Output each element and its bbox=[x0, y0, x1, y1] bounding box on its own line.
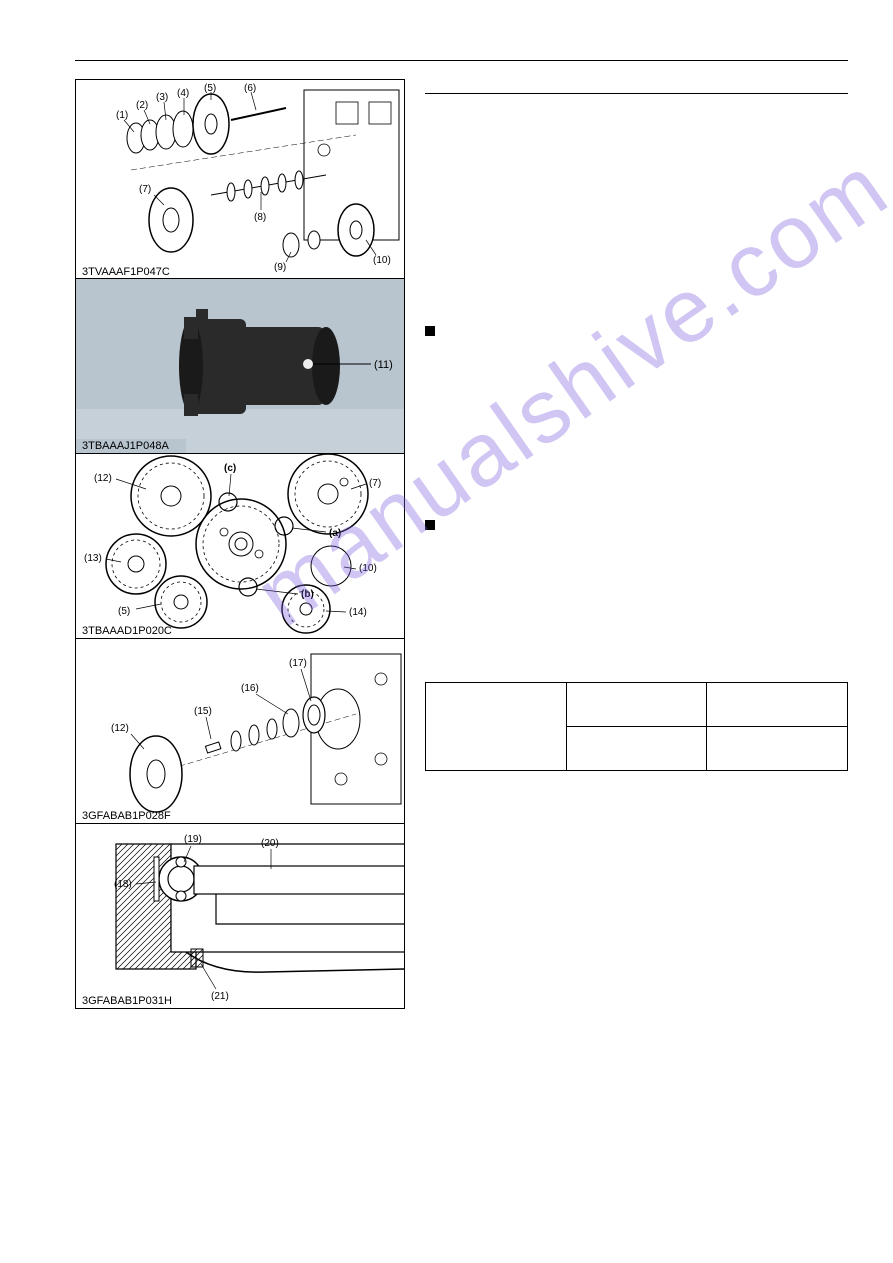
figure-3: (12) (13) (5) (7) (10) (14) (a) (b) (c) … bbox=[75, 454, 405, 639]
fig3-label-12: (12) bbox=[94, 473, 112, 484]
fig3-label-b: (b) bbox=[301, 589, 314, 600]
fig3-label-7: (7) bbox=[369, 478, 381, 489]
fig5-label-18: (18) bbox=[114, 879, 132, 890]
figure-2-svg: (11) 3TBAAAJ1P048A bbox=[76, 279, 405, 454]
spec-table-cell bbox=[707, 727, 848, 771]
figure-4: (12) (15) (16) (17) 3GFABAB1P028F bbox=[75, 639, 405, 824]
fig3-label-5: (5) bbox=[118, 606, 130, 617]
fig3-label-a: (a) bbox=[329, 528, 341, 539]
figure-4-svg: (12) (15) (16) (17) 3GFABAB1P028F bbox=[76, 639, 405, 824]
fig4-code: 3GFABAB1P028F bbox=[82, 810, 171, 822]
figure-1: (1) (2) (3) (4) (5) (6) (7) (8) (9) (10)… bbox=[75, 79, 405, 279]
figure-1-svg: (1) (2) (3) (4) (5) (6) (7) (8) (9) (10)… bbox=[76, 80, 405, 279]
spec-table-cell bbox=[566, 683, 707, 727]
figure-3-svg: (12) (13) (5) (7) (10) (14) (a) (b) (c) … bbox=[76, 454, 405, 639]
fig1-label-6: (6) bbox=[244, 83, 256, 94]
figure-2: (11) 3TBAAAJ1P048A bbox=[75, 279, 405, 454]
fig3-label-14: (14) bbox=[349, 607, 367, 618]
header-rule bbox=[75, 60, 848, 61]
text-column bbox=[425, 79, 848, 1009]
fig1-label-4: (4) bbox=[177, 88, 189, 99]
page-container: manualshive.com bbox=[0, 0, 893, 1049]
figure-5-svg: (18) (19) (20) (21) 3GFABAB1P031H bbox=[76, 824, 405, 1009]
fig5-code: 3GFABAB1P031H bbox=[82, 995, 172, 1007]
fig1-label-5: (5) bbox=[204, 83, 216, 94]
fig1-code: 3TVAAAF1P047C bbox=[82, 266, 170, 278]
fig1-label-2: (2) bbox=[136, 100, 148, 111]
square-bullet-icon bbox=[425, 520, 435, 530]
fig2-label-11: (11) bbox=[374, 359, 393, 371]
fig4-label-16: (16) bbox=[241, 683, 259, 694]
fig1-label-10: (10) bbox=[373, 255, 391, 266]
spec-table-label-cell bbox=[426, 683, 567, 771]
fig1-label-9: (9) bbox=[274, 262, 286, 273]
square-bullet-icon bbox=[425, 326, 435, 336]
bullet-item-1 bbox=[425, 324, 848, 336]
figures-column: (1) (2) (3) (4) (5) (6) (7) (8) (9) (10)… bbox=[75, 79, 405, 1009]
fig4-label-17: (17) bbox=[289, 658, 307, 669]
figure-5: (18) (19) (20) (21) 3GFABAB1P031H bbox=[75, 824, 405, 1009]
fig1-label-1: (1) bbox=[116, 110, 128, 121]
fig1-label-3: (3) bbox=[156, 92, 168, 103]
spec-table bbox=[425, 682, 848, 771]
content-columns: (1) (2) (3) (4) (5) (6) (7) (8) (9) (10)… bbox=[75, 79, 848, 1009]
bullet-item-2 bbox=[425, 518, 848, 530]
fig4-label-15: (15) bbox=[194, 706, 212, 717]
table-row bbox=[426, 683, 848, 727]
fig1-label-8: (8) bbox=[254, 212, 266, 223]
fig5-label-19: (19) bbox=[184, 834, 202, 845]
fig5-label-20: (20) bbox=[261, 838, 279, 849]
fig3-label-c: (c) bbox=[224, 463, 236, 474]
fig2-code: 3TBAAAJ1P048A bbox=[82, 440, 169, 452]
fig4-label-12: (12) bbox=[111, 723, 129, 734]
fig5-label-21: (21) bbox=[211, 991, 229, 1002]
spec-table-cell bbox=[707, 683, 848, 727]
fig3-label-10: (10) bbox=[359, 563, 377, 574]
fig1-label-7: (7) bbox=[139, 184, 151, 195]
fig3-code: 3TBAAAD1P020C bbox=[82, 625, 172, 637]
spec-table-cell bbox=[566, 727, 707, 771]
section-heading-rule bbox=[425, 93, 848, 94]
fig3-label-13: (13) bbox=[84, 553, 102, 564]
